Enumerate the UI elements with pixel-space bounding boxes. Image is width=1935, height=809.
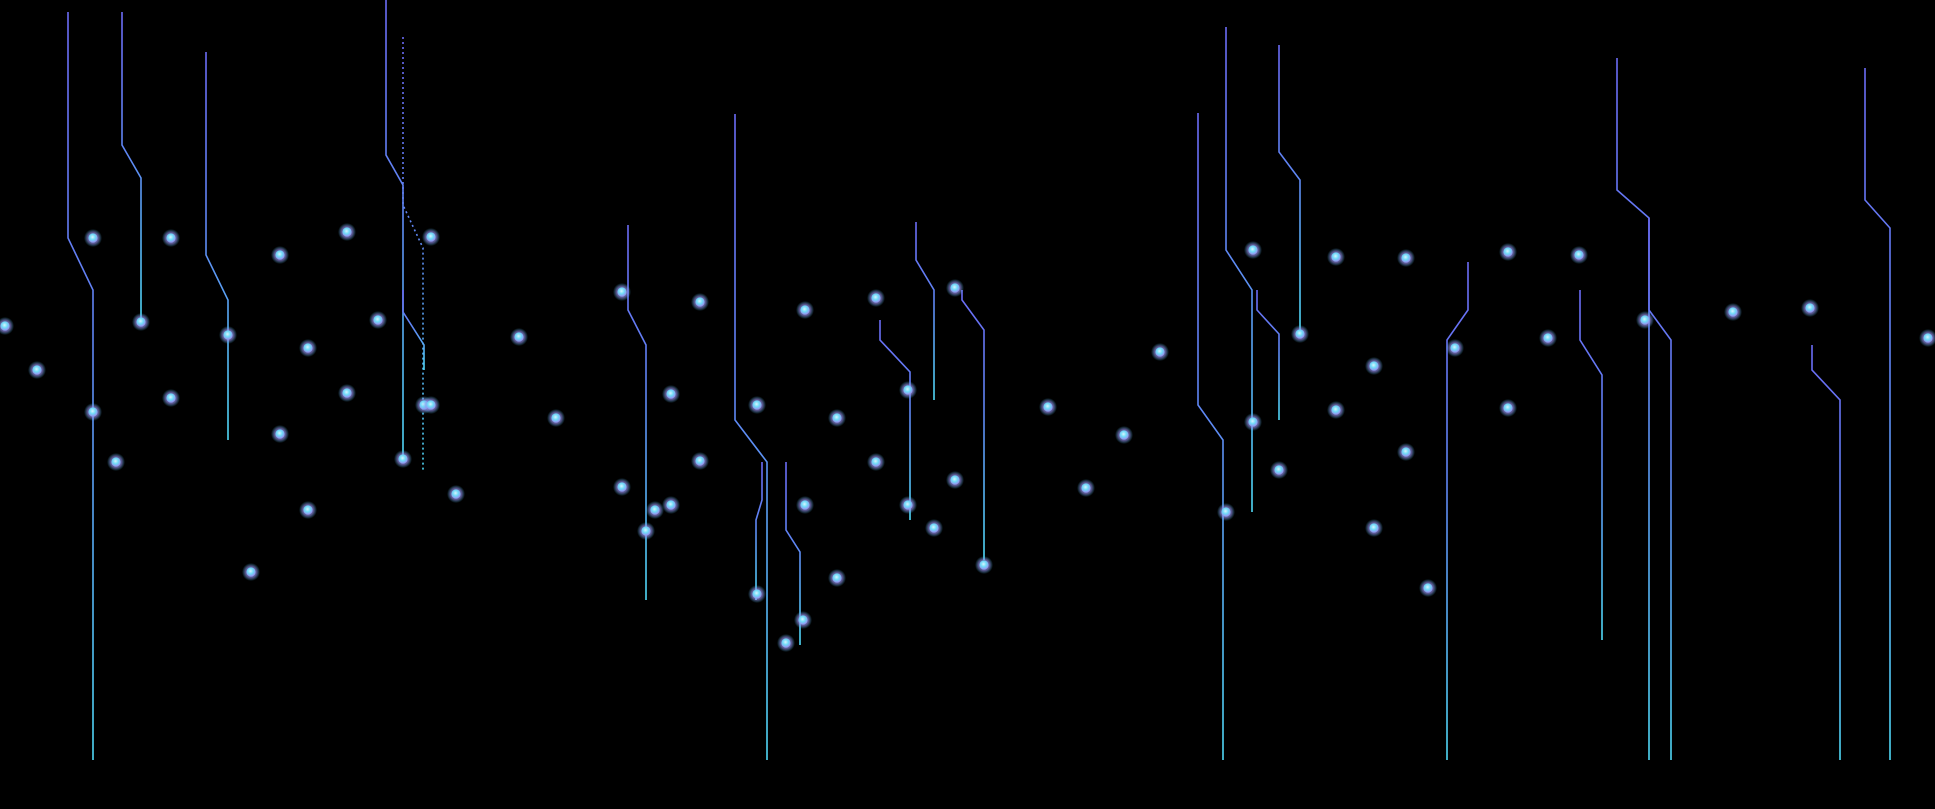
terminal-node-glow	[0, 317, 14, 335]
terminal-node-glow	[796, 496, 814, 514]
trace	[786, 462, 800, 645]
trace	[206, 52, 228, 440]
trace	[962, 290, 984, 560]
trace	[1257, 290, 1279, 420]
trace	[1865, 68, 1890, 760]
trace	[735, 114, 767, 760]
trace	[403, 290, 424, 370]
trace	[1580, 290, 1602, 640]
trace	[1447, 262, 1468, 760]
trace	[756, 462, 762, 600]
trace	[122, 12, 141, 322]
trace-paths	[5, 0, 1928, 760]
dotted-trace	[403, 37, 423, 470]
trace	[1198, 113, 1223, 760]
trace	[916, 222, 934, 400]
trace	[1649, 218, 1671, 760]
trace	[386, 0, 403, 460]
trace	[1812, 345, 1840, 760]
trace	[1226, 27, 1252, 512]
terminal-node-glow	[1919, 329, 1935, 347]
trace	[68, 12, 93, 760]
trace	[628, 225, 646, 600]
trace	[1617, 58, 1649, 760]
trace	[1279, 45, 1300, 330]
trace	[880, 320, 910, 520]
